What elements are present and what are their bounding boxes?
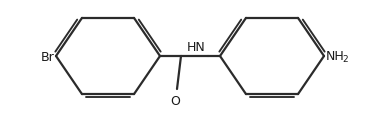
- Text: 2: 2: [342, 55, 348, 64]
- Text: O: O: [170, 94, 180, 107]
- Text: Br: Br: [40, 50, 54, 63]
- Text: NH: NH: [326, 50, 345, 63]
- Text: HN: HN: [187, 41, 206, 54]
